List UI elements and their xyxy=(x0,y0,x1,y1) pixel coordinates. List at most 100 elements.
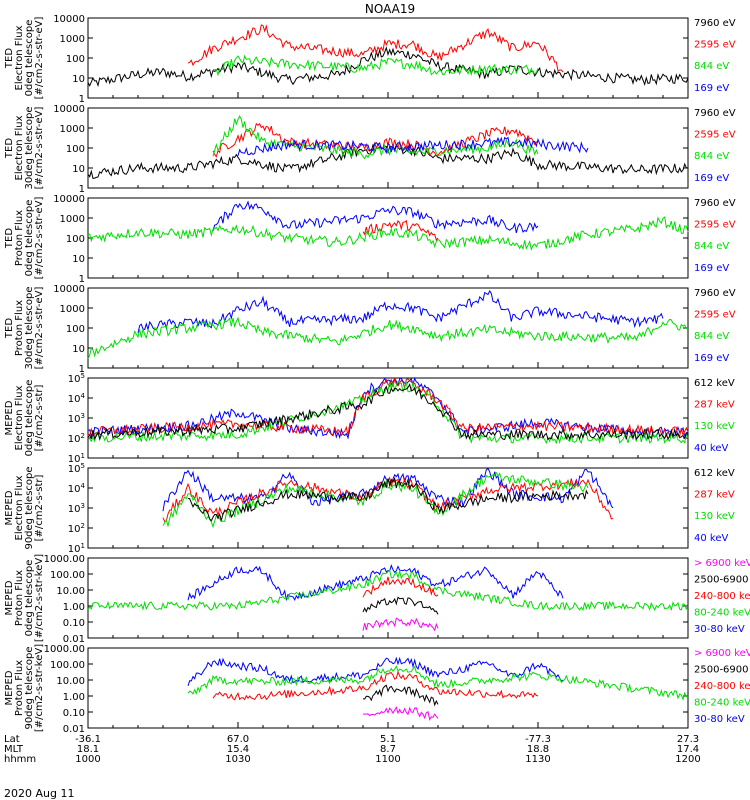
y-tick-label: 10000 xyxy=(53,104,85,115)
legend-entry: 240-800 keV xyxy=(694,591,750,602)
series-line-2 xyxy=(362,219,439,242)
series-line-5 xyxy=(362,617,439,632)
legend-entry: 7960 eV xyxy=(694,198,736,209)
series-line-1 xyxy=(87,143,689,179)
legend-entry: 169 eV xyxy=(694,83,729,94)
legend-entry: 130 keV xyxy=(694,421,735,432)
series-line-3 xyxy=(162,471,589,529)
footer-tick-hhmm: 1130 xyxy=(525,754,550,765)
y-axis-label: TEDProton Flux0deg telescope[#/cm2-s-str… xyxy=(4,197,45,280)
legend-entry: 80-240 keV xyxy=(694,608,750,619)
series-line-1 xyxy=(87,46,689,88)
footer-tick-lat: -36.1 xyxy=(75,734,101,745)
y-tick-label: 0.10 xyxy=(63,618,85,629)
series-line-4 xyxy=(187,476,589,522)
legend-entry: 612 keV xyxy=(694,378,735,389)
legend-entry: 130 keV xyxy=(694,511,735,522)
legend-entry: 844 eV xyxy=(694,241,729,252)
y-tick-label: 104 xyxy=(68,392,86,405)
y-tick-label: 10 xyxy=(72,164,85,175)
series-line-3 xyxy=(213,54,539,77)
legend-entry: 2595 eV xyxy=(694,220,736,231)
y-tick-label: 103 xyxy=(68,412,85,425)
y-tick-label: 10 xyxy=(72,254,85,265)
y-axis-label: TEDElectron Flux0deg telescope[#/cm2-s-s… xyxy=(4,17,45,100)
y-axis-label: MEPEDProton Flux90deg telescope[#/cm2-s-… xyxy=(4,644,45,732)
series-line-5 xyxy=(362,706,439,722)
y-tick-label: 10 xyxy=(72,344,85,355)
panel-2: 10000 1000 100 10 1 TEDElectron Flux30deg tel… xyxy=(4,104,736,195)
panels: 10000 1000 100 10 1 TEDElectron Flux0deg tele… xyxy=(4,14,750,735)
series-line-4 xyxy=(87,383,689,442)
y-axis-label: TEDProton Flux30deg telescope[#/cm2-s-st… xyxy=(4,286,45,369)
legend-entry: 40 keV xyxy=(694,443,728,454)
footer-tick-mlt: 18.8 xyxy=(527,744,549,755)
footer-tick-hhmm: 1200 xyxy=(675,754,700,765)
legend-entry: 287 keV xyxy=(694,400,735,411)
y-tick-label: 100.00 xyxy=(50,570,85,581)
legend-entry: 7960 eV xyxy=(694,18,736,29)
y-tick-label: 1 xyxy=(79,274,85,285)
legend-entry: 240-800 keV xyxy=(694,681,750,692)
y-tick-label: 1.00 xyxy=(63,692,85,703)
y-tick-label: 10000 xyxy=(53,194,85,205)
series-line-2 xyxy=(187,665,689,701)
legend-entry: 2595 eV xyxy=(694,130,736,141)
legend-entry: > 6900 keV xyxy=(694,558,750,569)
series-line-1 xyxy=(187,563,564,602)
y-tick-label: 10.00 xyxy=(56,676,85,687)
y-tick-label: 1 xyxy=(79,364,85,375)
series-line-2 xyxy=(187,24,564,73)
footer-row-label: Lat xyxy=(4,734,20,745)
footer-row-label: hhmm xyxy=(4,754,36,765)
footer-row-label: MLT xyxy=(4,744,24,755)
footer-tick-hhmm: 1030 xyxy=(225,754,250,765)
legend-entry: 287 keV xyxy=(694,490,735,501)
legend-entry: > 6900 keV xyxy=(694,648,750,659)
date-label: 2020 Aug 11 xyxy=(4,787,74,800)
y-tick-label: 105 xyxy=(68,372,85,385)
y-tick-label: 0.01 xyxy=(63,724,85,735)
series-line-3 xyxy=(87,216,689,252)
y-tick-label: 104 xyxy=(68,482,86,495)
y-tick-label: 100.00 xyxy=(50,660,85,671)
legend-entry: 30-80 keV xyxy=(694,714,745,725)
panel-frame xyxy=(87,107,689,189)
y-tick-label: 10.00 xyxy=(56,586,85,597)
panel-1: 10000 1000 100 10 1 TEDElectron Flux0deg tele… xyxy=(4,14,736,105)
legend-entry: 40 keV xyxy=(694,533,728,544)
footer-tick-mlt: 15.4 xyxy=(227,744,249,755)
y-tick-label: 1000 xyxy=(60,214,85,225)
series-line-4 xyxy=(237,136,589,156)
y-tick-label: 1000.00 xyxy=(44,554,85,565)
footer-tick-lat: 27.3 xyxy=(677,734,699,745)
footer-tick-hhmm: 1100 xyxy=(375,754,400,765)
series-line-4 xyxy=(362,596,439,615)
footer-tick-mlt: 8.7 xyxy=(380,744,396,755)
y-tick-label: 10 xyxy=(72,74,85,85)
y-tick-label: 1000 xyxy=(60,124,85,135)
y-tick-label: 105 xyxy=(68,462,85,475)
legend-entry: 80-240 keV xyxy=(694,698,750,709)
legend-entry: 612 keV xyxy=(694,468,735,479)
series-line-1 xyxy=(212,200,539,234)
panel-8: 1000.00 100.00 10.00 1.00 0.10 0.01 MEPEDProto… xyxy=(4,644,750,735)
footer-tick-mlt: 17.4 xyxy=(677,744,699,755)
footer-tick-hhmm: 1000 xyxy=(75,754,100,765)
legend-entry: 7960 eV xyxy=(694,288,736,299)
y-tick-label: 1000.00 xyxy=(44,644,85,655)
y-tick-label: 1000 xyxy=(60,304,85,315)
legend-entry: 2500-6900 xyxy=(694,575,749,586)
series-line-3 xyxy=(362,576,439,598)
legend-entry: 844 eV xyxy=(694,61,729,72)
y-tick-label: 103 xyxy=(68,502,85,515)
legend-entry: 2595 eV xyxy=(694,310,736,321)
panel-7: 1000.00 100.00 10.00 1.00 0.10 0.01 MEPEDProto… xyxy=(4,554,750,645)
series-line-3 xyxy=(212,115,539,160)
series-line-1 xyxy=(137,289,664,334)
series-line-3 xyxy=(87,380,689,445)
legend-entry: 844 eV xyxy=(694,151,729,162)
